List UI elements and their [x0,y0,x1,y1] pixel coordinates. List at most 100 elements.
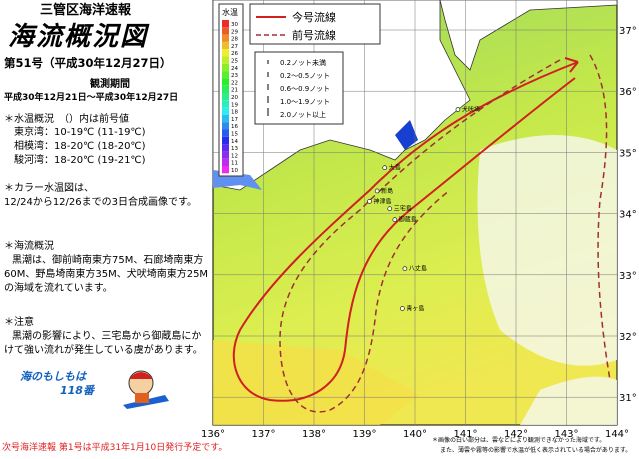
colorbar-swatch [222,41,229,50]
current-text: 黒潮は、御前崎南東方75M、石廊埼南東方60M、野島埼南東方35M、犬吠埼南東方… [4,255,209,294]
place-label: 大島 [389,164,401,172]
emergency-number: 118番 [60,384,94,397]
colorbar-label: 24 [231,66,238,72]
colorbar-swatch [222,63,229,72]
colorbar-label: 13 [231,146,238,152]
speed-label: 1.0〜1.9ノット [280,98,330,106]
colorbar-swatch [222,34,229,42]
colorbar-label: 26 [231,51,238,57]
period-label: 観測期間 [90,79,130,90]
colorbar-swatch [222,85,229,93]
legend-box [249,3,381,45]
colorbar-swatch [222,151,229,159]
period: 平成30年12月21日〜平成30年12月27日 [4,93,179,103]
colorbar-label: 30 [231,22,238,28]
place-label: 三宅島 [394,205,412,213]
lat-label: 31° [619,393,637,404]
island [382,165,388,170]
temp-line: 東京湾：10-19℃ (11-19℃) [14,127,146,138]
current-heading: ＊海流概況 [4,241,54,252]
issue: 第51号（平成30年12月27日） [4,56,172,70]
mascot [123,370,169,409]
speed-label: 0.2ノット未満 [280,58,326,67]
temp-heading: ＊水温概況 （）内は前号値 [4,114,129,125]
colorbar-label: 11 [231,161,238,167]
lat-label: 35° [619,148,637,159]
colorbar-label: 18 [231,110,238,116]
colorbar-label: 25 [231,59,238,65]
colorbar-label: 10 [231,168,238,174]
colorbar-label: 14 [231,139,238,145]
colorbar-label: 17 [231,117,238,123]
colorbar-swatch [222,122,229,130]
lon-label: 137° [251,429,275,440]
colorbar-swatch [222,56,229,64]
island [374,188,380,194]
emergency-text: 海のもしもは [20,370,86,383]
colorbar-swatch [222,166,229,174]
lat-label: 32° [619,332,637,343]
lon-label: 136° [201,429,225,440]
colorbar-swatch [222,27,229,35]
island [400,306,405,311]
note: ＊画像の白い部分は、雲などにより観測できなかった海域です。 [432,437,606,444]
colorbar-label: 12 [231,153,238,159]
lon-label: 139° [352,429,376,440]
place-label: 青ヶ島 [406,304,424,312]
place-label: 八丈島 [409,265,427,273]
colorbar-swatch [222,71,229,79]
lon-label: 141° [453,429,477,440]
legend-current: 今号流線 [292,10,336,24]
lon-label: 144° [605,429,629,440]
colorbar-swatch [222,49,229,57]
colorbar-swatch [222,100,229,108]
lat-label: 36° [619,87,637,98]
color-text: 12/24から12/26までの3日合成画像です。 [4,197,197,208]
colorbar-label: 19 [231,102,238,108]
island [392,217,398,223]
island [402,266,408,271]
title: 海流概況図 [8,22,149,52]
colorbar-label: 27 [231,44,238,50]
colorbar-label: 23 [231,73,238,79]
colorbar-label: 21 [231,88,238,94]
colorbar-swatch [222,93,229,101]
lon-label: 143° [554,429,578,440]
temp-line: 相模湾：18-20℃ (18-20℃) [14,141,146,152]
color-heading: ＊カラー水温図は、 [4,183,94,194]
notice: 次号海洋速報 第1号は平成31年1月10日発行予定です。 [2,443,228,453]
speed-label: 2.0ノット以上 [280,110,326,119]
caution-heading: ＊注意 [4,317,34,328]
colorbar-label: 29 [231,29,238,35]
office: 三管区海洋速報 [40,3,132,18]
colorbar-swatch [222,107,229,115]
colorbar-swatch [222,144,229,152]
current-path [232,61,579,402]
legend-previous: 前号流線 [292,28,336,42]
lat-label: 33° [619,271,637,282]
caution-text: 黒潮の影響により、三宅島から御蔵島にかけて強い流れが発生している虞があります。 [4,331,203,356]
lon-label: 138° [302,429,326,440]
colorbar-label: 28 [231,37,238,43]
place-label: 新島 [381,187,393,195]
place-label: 御蔵島 [399,216,417,224]
speed-label: 0.2〜0.5ノット [280,72,330,80]
place-label: 犬吠埼 [462,106,480,114]
previous-path [279,54,611,413]
colorbar-swatch [222,136,229,145]
colorbar-label: 22 [231,80,238,86]
island [367,199,372,204]
note: また、薄雲や霧等の影響で水温が低く表示されている場合があります。 [440,447,632,454]
colorbar-label: 16 [231,124,238,130]
speed-label: 0.6〜0.9ノット [280,85,330,93]
colorbar-label: 15 [231,132,238,138]
temp-line: 駿河湾：18-20℃ (19-21℃) [14,155,146,166]
island [387,206,393,212]
lon-label: 140° [403,429,427,440]
place-label: 神津島 [374,197,392,205]
colorbar-swatch [222,129,229,137]
colorbar-swatch [222,158,229,166]
colorbar-swatch [222,78,229,86]
